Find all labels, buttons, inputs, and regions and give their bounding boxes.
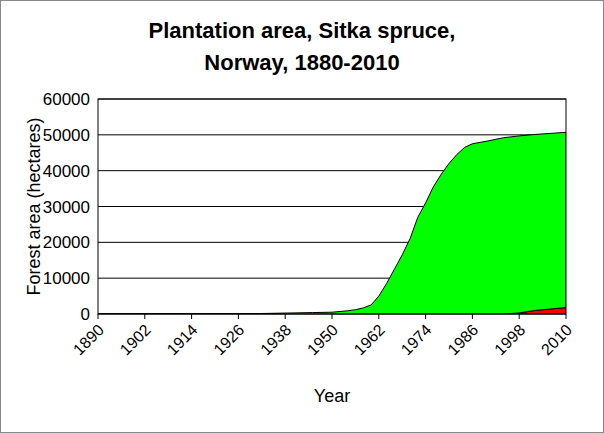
x-tick <box>238 314 239 319</box>
plot-background <box>98 99 566 314</box>
x-tick-label: 1986 <box>444 321 481 358</box>
y-tick-label: 10000 <box>43 269 90 288</box>
y-tick-label: 0 <box>81 305 90 324</box>
x-tick <box>332 314 333 319</box>
x-tick-label: 1962 <box>351 321 388 358</box>
title-line: Plantation area, Sitka spruce, <box>149 18 456 43</box>
x-tick-label: 1950 <box>304 321 341 358</box>
title: Plantation area, Sitka spruce, Norway, 18… <box>149 18 456 75</box>
x-tick <box>472 314 473 319</box>
y-tick-label: 30000 <box>43 198 90 217</box>
chart-frame <box>1 1 604 433</box>
x-tick <box>98 314 99 319</box>
title-line: Norway, 1880-2010 <box>204 50 399 75</box>
plot-frame <box>98 99 566 314</box>
areas <box>98 132 566 314</box>
x-tick <box>425 314 426 319</box>
y-tick-label: 50000 <box>43 126 90 145</box>
grid-line <box>98 134 566 135</box>
x-tick <box>566 314 567 319</box>
x-tick-label: 1902 <box>117 321 154 358</box>
x-tick <box>378 314 379 319</box>
x-tick-label: 2010 <box>538 321 575 358</box>
chart: Plantation area, Sitka spruce, Norway, 18… <box>0 0 604 433</box>
x-tick <box>519 314 520 319</box>
x-axis-label: Year <box>314 386 350 406</box>
x-tick <box>144 314 145 319</box>
x-tick-label: 1914 <box>164 321 201 358</box>
y-tick-label: 60000 <box>43 90 90 109</box>
x-tick-label: 1998 <box>491 321 528 358</box>
x-tick-label: 1926 <box>210 321 247 358</box>
y-tick-label: 20000 <box>43 233 90 252</box>
x-tick-label: 1938 <box>257 321 294 358</box>
area-series <box>98 132 566 314</box>
x-tick <box>191 314 192 319</box>
y-axis-label: Forest area (hectares) <box>24 117 44 295</box>
x-tick-label: 1974 <box>398 321 435 358</box>
x-tick <box>285 314 286 319</box>
y-tick-label: 40000 <box>43 162 90 181</box>
x-tick-label: 1890 <box>70 321 107 358</box>
